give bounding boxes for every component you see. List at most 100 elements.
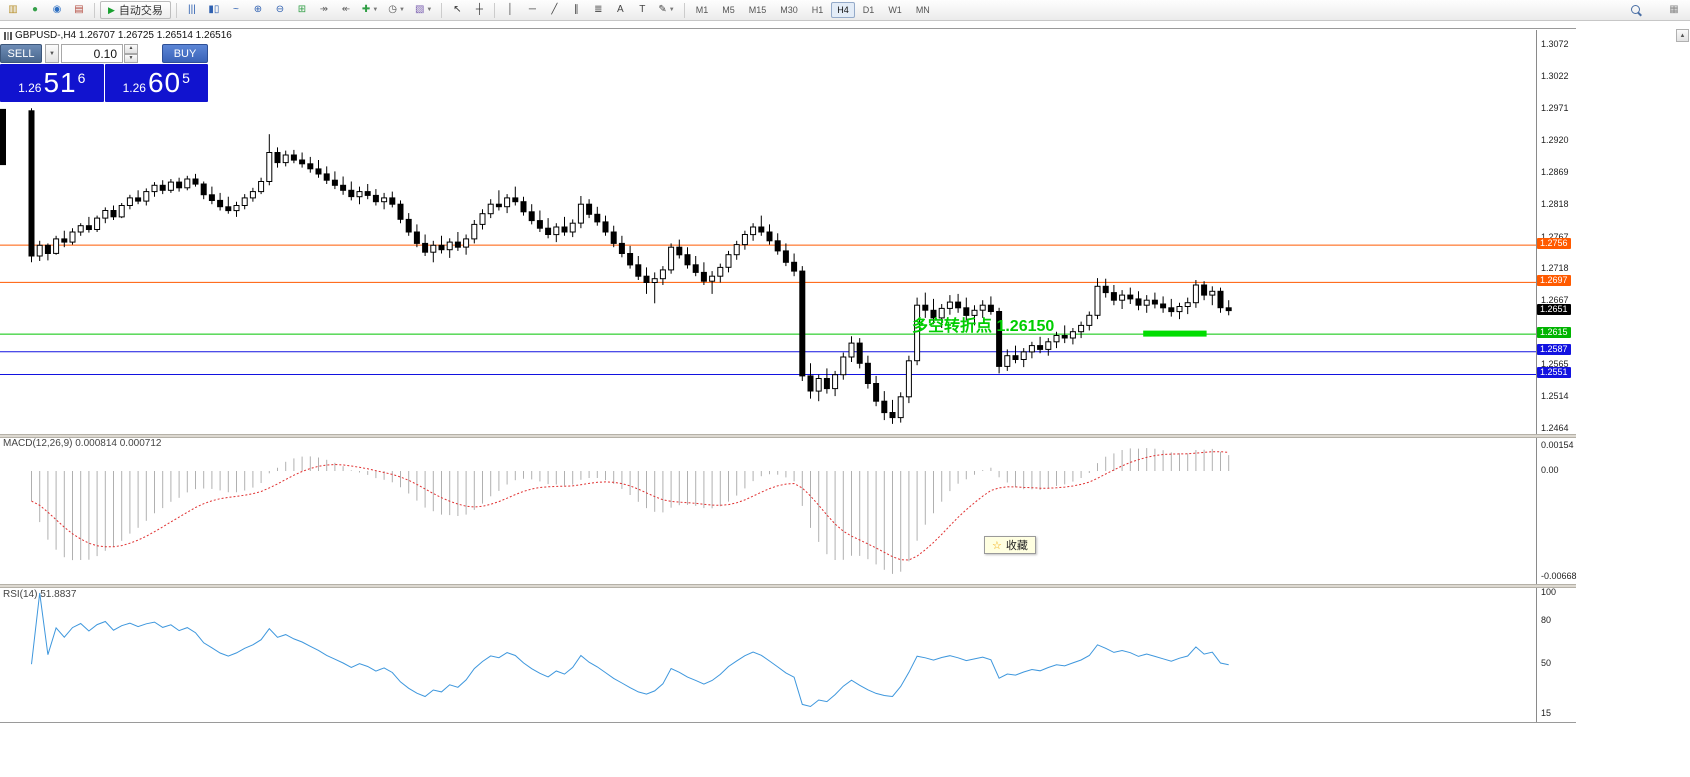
line-chart-icon: ~ [233, 4, 239, 15]
scroll-up-button[interactable]: ▲ [1676, 29, 1689, 42]
sell-price-big: 51 [43, 67, 77, 98]
panel-splitter[interactable] [0, 434, 1576, 438]
horizontal-line-icon: ─ [528, 4, 536, 15]
templates-button[interactable]: ▧ ▼ [411, 2, 436, 19]
window-list-icon: ▦ [1669, 4, 1679, 15]
lot-size-input[interactable] [61, 44, 123, 63]
lot-increase-button[interactable]: ▲ [124, 44, 138, 54]
price-chart[interactable] [0, 30, 1536, 434]
rsi-indicator-header: RSI(14) 51.8837 [3, 589, 77, 600]
market-watch-icon: ◉ [52, 4, 62, 15]
rsi-panel[interactable] [0, 589, 1536, 722]
fibonacci-icon: ≣ [594, 4, 603, 15]
market-watch-button[interactable]: ◉ [47, 2, 67, 19]
crosshair-button[interactable]: ┼ [469, 2, 489, 19]
timeframe-d1-button[interactable]: D1 [857, 2, 881, 18]
new-order-icon: ▤ [74, 4, 84, 15]
fibonacci-button[interactable]: ≣ [588, 2, 608, 19]
chart-ohlc-title: GBPUSD-,H4 1.26707 1.26725 1.26514 1.265… [15, 30, 232, 41]
zoom-in-icon: ⊕ [253, 4, 263, 15]
buy-price-display[interactable]: 1.26 60 5 [104, 64, 208, 102]
sell-price-sup: 6 [77, 70, 86, 86]
profiles-button[interactable]: ● [25, 2, 45, 19]
periods-icon: ◷ [388, 4, 397, 15]
lot-stepper: ▲ ▼ [124, 44, 138, 63]
timeframe-m15-button[interactable]: M15 [743, 2, 773, 18]
toolbar-separator [494, 2, 496, 18]
indicators-button[interactable]: ✚ ▼ [358, 2, 382, 19]
toolbar-separator [683, 2, 685, 18]
vertical-line-button[interactable]: │ [500, 2, 520, 19]
profiles-icon: ● [31, 4, 39, 15]
timeframe-h1-button[interactable]: H1 [806, 2, 830, 18]
search-icon [1630, 4, 1642, 16]
toolbar-separator [175, 2, 177, 18]
horizontal-line-button[interactable]: ─ [522, 2, 542, 19]
candlestick-icon [4, 32, 12, 40]
sell-button[interactable]: SELL [0, 44, 42, 63]
macd-indicator-header: MACD(12,26,9) 0.000814 0.000712 [3, 438, 162, 449]
cursor-icon: ↖ [453, 4, 462, 15]
vertical-line-icon: │ [507, 4, 514, 15]
trendline-button[interactable]: ╱ [544, 2, 564, 19]
indicators-icon: ✚ [361, 4, 371, 15]
new-chart-button[interactable]: ▥ [3, 2, 23, 19]
zoom-in-button[interactable]: ⊕ [248, 2, 268, 19]
chart-window [0, 28, 1576, 723]
sell-price-prefix: 1.26 [18, 81, 42, 95]
timeframe-m1-button[interactable]: M1 [690, 2, 715, 18]
toolbar-group-right: ▦ [1626, 2, 1687, 19]
pivot-annotation-text[interactable]: 多空转折点 1.26150 [912, 318, 1055, 335]
new-chart-icon: ▥ [8, 4, 18, 15]
buy-price-big: 60 [147, 67, 182, 98]
caret-down-icon: ▼ [668, 7, 675, 13]
timeframe-h4-button[interactable]: H4 [831, 2, 855, 18]
candlestick-chart-icon: ▮▯ [208, 4, 220, 15]
text-button[interactable]: A [610, 2, 630, 19]
toolbar-group-windows: ▥ ● ◉ ▤ [3, 2, 89, 19]
equidistant-channel-icon: ∥ [573, 4, 579, 15]
buy-price-sup: 5 [182, 70, 190, 86]
macd-panel[interactable] [0, 438, 1536, 584]
timeframe-w1-button[interactable]: W1 [882, 2, 908, 18]
toolbar-group-drawing: │ ─ ╱ ∥ ≣ A T ✎ ▼ [500, 2, 678, 19]
bar-chart-button[interactable]: ||| [182, 2, 202, 19]
panel-splitter[interactable] [0, 584, 1576, 588]
text-label-button[interactable]: T [632, 2, 652, 19]
chart-shift-icon: ↞ [341, 4, 351, 15]
bar-chart-icon: ||| [188, 4, 196, 15]
tile-windows-button[interactable]: ⊞ [292, 2, 312, 19]
toolbar-separator [441, 2, 443, 18]
cursor-button[interactable]: ↖ [447, 2, 467, 19]
caret-down-icon: ▼ [372, 7, 379, 13]
timeframe-m5-button[interactable]: M5 [716, 2, 741, 18]
timeframe-mn-button[interactable]: MN [910, 2, 936, 18]
new-order-button[interactable]: ▤ [69, 2, 89, 19]
arrows-icon: ✎ [658, 4, 667, 15]
chart-shift-button[interactable]: ↞ [336, 2, 356, 19]
buy-button[interactable]: BUY [162, 44, 208, 63]
arrows-button[interactable]: ✎ ▼ [654, 2, 678, 19]
favorite-tooltip: ☆ 收藏 [984, 536, 1036, 554]
text-icon: A [617, 4, 624, 15]
tile-windows-icon: ⊞ [297, 4, 307, 15]
search-button[interactable] [1626, 2, 1646, 19]
equidistant-channel-button[interactable]: ∥ [566, 2, 586, 19]
lot-dropdown-button[interactable]: ▼ [45, 44, 59, 63]
toolbar-separator [94, 2, 95, 18]
zoom-out-button[interactable]: ⊖ [270, 2, 290, 19]
window-list-button[interactable]: ▦ [1664, 2, 1684, 19]
timeframe-m30-button[interactable]: M30 [774, 2, 804, 18]
caret-down-icon: ▼ [399, 7, 405, 13]
toolbar-group-chart: ||| ▮▯ ~ ⊕ ⊖ ⊞ ↠ ↞ ✚ ▼ ◷ ▼ ▧ ▼ [182, 2, 436, 19]
star-icon: ☆ [992, 539, 1002, 552]
line-chart-button[interactable]: ~ [226, 2, 246, 19]
periods-button[interactable]: ◷ ▼ [384, 2, 409, 19]
crosshair-icon: ┼ [475, 4, 483, 15]
sell-price-display[interactable]: 1.26 51 6 [0, 64, 104, 102]
autotrading-button[interactable]: ▶ 自动交易 [100, 1, 171, 19]
candlestick-chart-button[interactable]: ▮▯ [204, 2, 224, 19]
toolbar-group-cursor: ↖ ┼ [447, 2, 489, 19]
lot-decrease-button[interactable]: ▼ [124, 53, 138, 63]
auto-scroll-button[interactable]: ↠ [314, 2, 334, 19]
